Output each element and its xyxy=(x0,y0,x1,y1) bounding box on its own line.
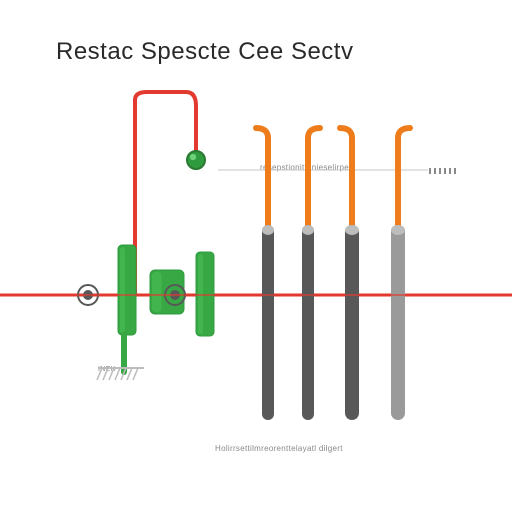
probe-tip-hook xyxy=(256,128,268,138)
probe-tip-hook xyxy=(340,128,352,138)
diagram-stage: Restac Spescte Cee Sectv resepstionitthn… xyxy=(0,0,512,512)
hatch-line xyxy=(109,368,114,380)
hatch-line xyxy=(127,368,132,380)
probe-body xyxy=(302,225,314,420)
probe-body xyxy=(345,225,359,420)
probe-cap xyxy=(302,225,314,235)
probe-body xyxy=(391,225,405,420)
hatch-line xyxy=(103,368,108,380)
hatch-line xyxy=(133,368,138,380)
green-block-highlight xyxy=(152,272,162,312)
probe-cap xyxy=(345,225,359,235)
probe-body xyxy=(262,225,274,420)
indicator-highlight xyxy=(190,154,196,160)
hatch-line xyxy=(97,368,102,380)
indicator-circle-icon xyxy=(187,151,205,169)
green-block-highlight xyxy=(120,247,125,333)
probe-tip-hook xyxy=(398,128,410,138)
probe-cap xyxy=(391,225,405,235)
probe-tip-hook xyxy=(308,128,320,138)
green-block-highlight xyxy=(198,254,203,334)
probe-cap xyxy=(262,225,274,235)
diagram-svg xyxy=(0,0,512,512)
hatch-line xyxy=(115,368,120,380)
riser-hook xyxy=(135,92,196,150)
